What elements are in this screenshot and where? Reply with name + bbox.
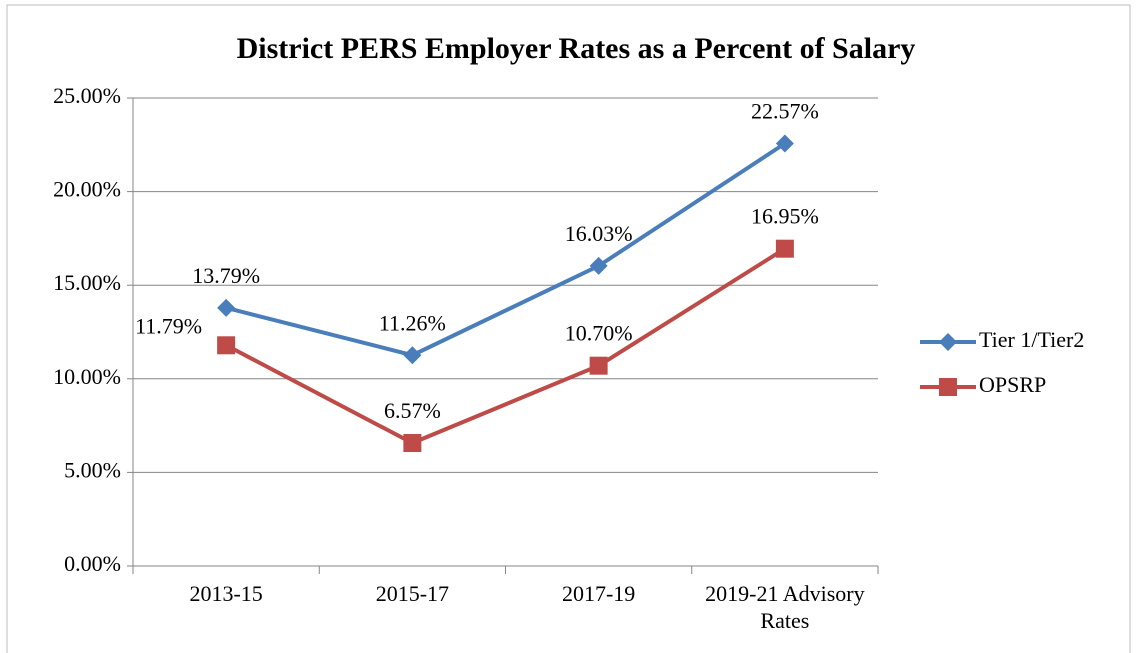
y-tick-label: 15.00% [53, 270, 121, 295]
x-tick-label: 2017-19 [561, 581, 636, 606]
x-tick-label: 2015-17 [375, 581, 450, 606]
y-tick-label: 0.00% [64, 551, 121, 576]
marker [775, 134, 794, 153]
y-tick-label: 25.00% [53, 83, 121, 108]
data-label: 13.79% [192, 263, 260, 288]
data-label: 11.79% [135, 313, 202, 338]
series-line [225, 247, 786, 446]
marker [217, 336, 236, 355]
data-label: 22.57% [751, 99, 819, 124]
marker [589, 356, 608, 375]
data-label: 11.26% [379, 310, 446, 335]
marker [589, 256, 608, 275]
y-tick-label: 5.00% [64, 457, 121, 482]
data-label: 10.70% [565, 321, 633, 346]
legend-marker [939, 333, 957, 351]
marker [403, 346, 422, 365]
marker [775, 239, 794, 258]
y-tick-label: 20.00% [53, 177, 121, 202]
data-label: 16.03% [565, 221, 633, 246]
data-label: 16.95% [751, 204, 819, 229]
legend-marker [939, 378, 957, 396]
x-tick-label: 2019-21 Advisory Rates [705, 581, 865, 633]
chart-title: District PERS Employer Rates as a Percen… [237, 32, 916, 65]
legend-label: OPSRP [979, 372, 1046, 397]
marker [217, 298, 236, 317]
series-line [225, 141, 786, 358]
y-tick-label: 10.00% [53, 364, 121, 389]
marker [403, 434, 422, 453]
data-label: 6.57% [384, 398, 441, 423]
x-tick-label: 2013-15 [189, 581, 263, 606]
legend-label: Tier 1/Tier2 [979, 327, 1084, 352]
chart-border [6, 4, 1131, 653]
